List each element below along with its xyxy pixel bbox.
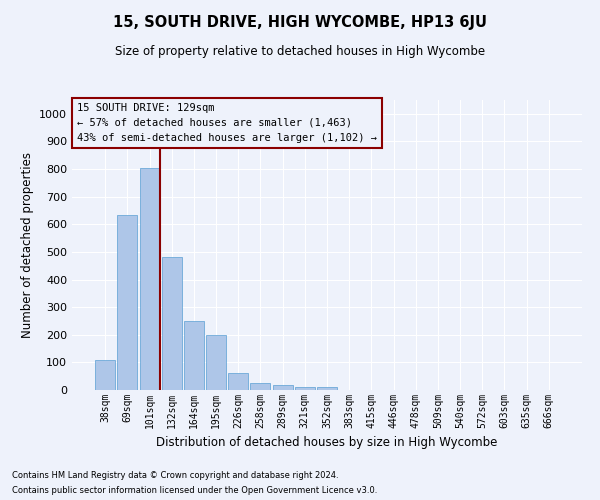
X-axis label: Distribution of detached houses by size in High Wycombe: Distribution of detached houses by size … bbox=[157, 436, 497, 450]
Text: 15, SOUTH DRIVE, HIGH WYCOMBE, HP13 6JU: 15, SOUTH DRIVE, HIGH WYCOMBE, HP13 6JU bbox=[113, 15, 487, 30]
Y-axis label: Number of detached properties: Number of detached properties bbox=[20, 152, 34, 338]
Text: Contains public sector information licensed under the Open Government Licence v3: Contains public sector information licen… bbox=[12, 486, 377, 495]
Bar bbox=[317, 387, 337, 390]
Bar bbox=[184, 321, 204, 390]
Text: Size of property relative to detached houses in High Wycombe: Size of property relative to detached ho… bbox=[115, 45, 485, 58]
Bar bbox=[206, 335, 226, 390]
Text: Contains HM Land Registry data © Crown copyright and database right 2024.: Contains HM Land Registry data © Crown c… bbox=[12, 471, 338, 480]
Text: 15 SOUTH DRIVE: 129sqm
← 57% of detached houses are smaller (1,463)
43% of semi-: 15 SOUTH DRIVE: 129sqm ← 57% of detached… bbox=[77, 103, 377, 142]
Bar bbox=[95, 360, 115, 390]
Bar bbox=[118, 214, 137, 390]
Bar bbox=[140, 168, 160, 390]
Bar bbox=[228, 374, 248, 390]
Bar bbox=[250, 383, 271, 390]
Bar bbox=[272, 385, 293, 390]
Bar bbox=[162, 258, 182, 390]
Bar bbox=[295, 386, 315, 390]
